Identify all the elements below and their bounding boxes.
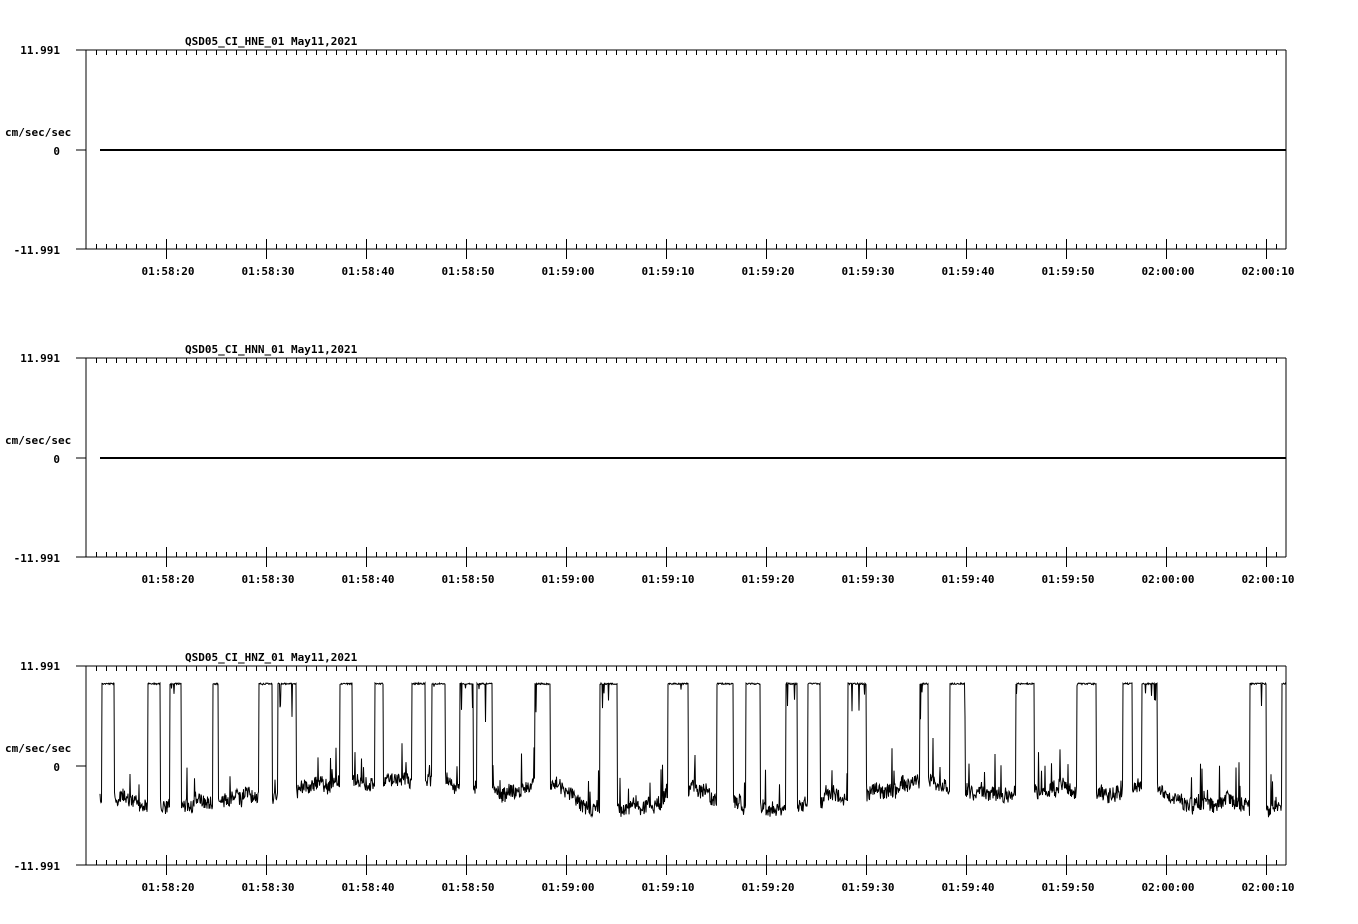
x-tick-label: 01:59:20 xyxy=(742,265,795,278)
y-tick-label: 0 xyxy=(53,453,60,466)
x-tick-label: 01:59:30 xyxy=(842,265,895,278)
x-tick-label: 01:59:10 xyxy=(642,573,695,586)
axes: 01:58:20 01:58:30 01:58:40 01:58:50 01:59:00… xyxy=(5,343,1294,586)
trace-line xyxy=(99,681,1287,818)
x-tick-label: 02:00:00 xyxy=(1142,881,1195,894)
y-tick-label: 11.991 xyxy=(20,660,60,673)
x-tick-label: 01:58:40 xyxy=(342,881,395,894)
x-tick-label: 02:00:00 xyxy=(1142,573,1195,586)
x-tick-label: 01:58:20 xyxy=(142,573,195,586)
plot-title: QSD05_CI_HNN_01 May11,2021 xyxy=(185,343,358,356)
x-tick-label: 01:59:40 xyxy=(942,881,995,894)
x-tick-label: 01:59:10 xyxy=(642,265,695,278)
x-tick-label: 01:58:30 xyxy=(242,265,295,278)
x-tick-label: 01:59:40 xyxy=(942,573,995,586)
x-tick-label: 01:59:20 xyxy=(742,881,795,894)
axes: 01:58:20 01:58:30 01:58:40 01:58:50 01:59:00… xyxy=(5,35,1294,278)
x-tick-label: 01:59:40 xyxy=(942,265,995,278)
plot-title: QSD05_CI_HNZ_01 May11,2021 xyxy=(185,651,358,664)
x-tick-label: 01:58:30 xyxy=(242,881,295,894)
x-tick-label: 01:59:00 xyxy=(542,573,595,586)
x-tick-label: 01:58:50 xyxy=(442,265,495,278)
y-tick-label: -11.991 xyxy=(14,244,61,257)
x-tick-label: 01:59:00 xyxy=(542,265,595,278)
plot-title: QSD05_CI_HNE_01 May11,2021 xyxy=(185,35,358,48)
y-tick-label: -11.991 xyxy=(14,552,61,565)
x-tick-label: 02:00:10 xyxy=(1242,573,1295,586)
x-tick-label: 01:59:50 xyxy=(1042,265,1095,278)
panel-hnz: 01:58:20 01:58:30 01:58:40 01:58:50 01:59:00… xyxy=(5,651,1294,894)
y-axis-label: cm/sec/sec xyxy=(5,434,71,447)
x-tick-label: 01:59:00 xyxy=(542,881,595,894)
y-tick-label: 0 xyxy=(53,145,60,158)
x-tick-label: 01:59:50 xyxy=(1042,881,1095,894)
x-tick-label: 01:59:20 xyxy=(742,573,795,586)
axes: 01:58:20 01:58:30 01:58:40 01:58:50 01:59:00… xyxy=(5,651,1294,894)
x-tick-label: 01:59:50 xyxy=(1042,573,1095,586)
y-tick-label: 11.991 xyxy=(20,44,60,57)
x-tick-label: 01:58:30 xyxy=(242,573,295,586)
x-tick-label: 01:59:30 xyxy=(842,881,895,894)
panel-hne: 01:58:20 01:58:30 01:58:40 01:58:50 01:59:00… xyxy=(5,35,1294,278)
x-tick-label: 02:00:00 xyxy=(1142,265,1195,278)
x-tick-label: 01:58:50 xyxy=(442,881,495,894)
x-tick-label: 01:58:20 xyxy=(142,881,195,894)
y-tick-label: 0 xyxy=(53,761,60,774)
x-tick-label: 01:59:10 xyxy=(642,881,695,894)
y-axis-label: cm/sec/sec xyxy=(5,126,71,139)
x-tick-label: 01:58:50 xyxy=(442,573,495,586)
y-tick-label: -11.991 xyxy=(14,860,61,873)
x-tick-label: 01:58:20 xyxy=(142,265,195,278)
x-tick-label: 02:00:10 xyxy=(1242,881,1295,894)
y-axis-label: cm/sec/sec xyxy=(5,742,71,755)
x-tick-label: 01:59:30 xyxy=(842,573,895,586)
x-tick-label: 01:58:40 xyxy=(342,265,395,278)
panel-hnn: 01:58:20 01:58:30 01:58:40 01:58:50 01:59:00… xyxy=(5,343,1294,586)
x-tick-label: 01:58:40 xyxy=(342,573,395,586)
x-tick-label: 02:00:10 xyxy=(1242,265,1295,278)
y-tick-label: 11.991 xyxy=(20,352,60,365)
